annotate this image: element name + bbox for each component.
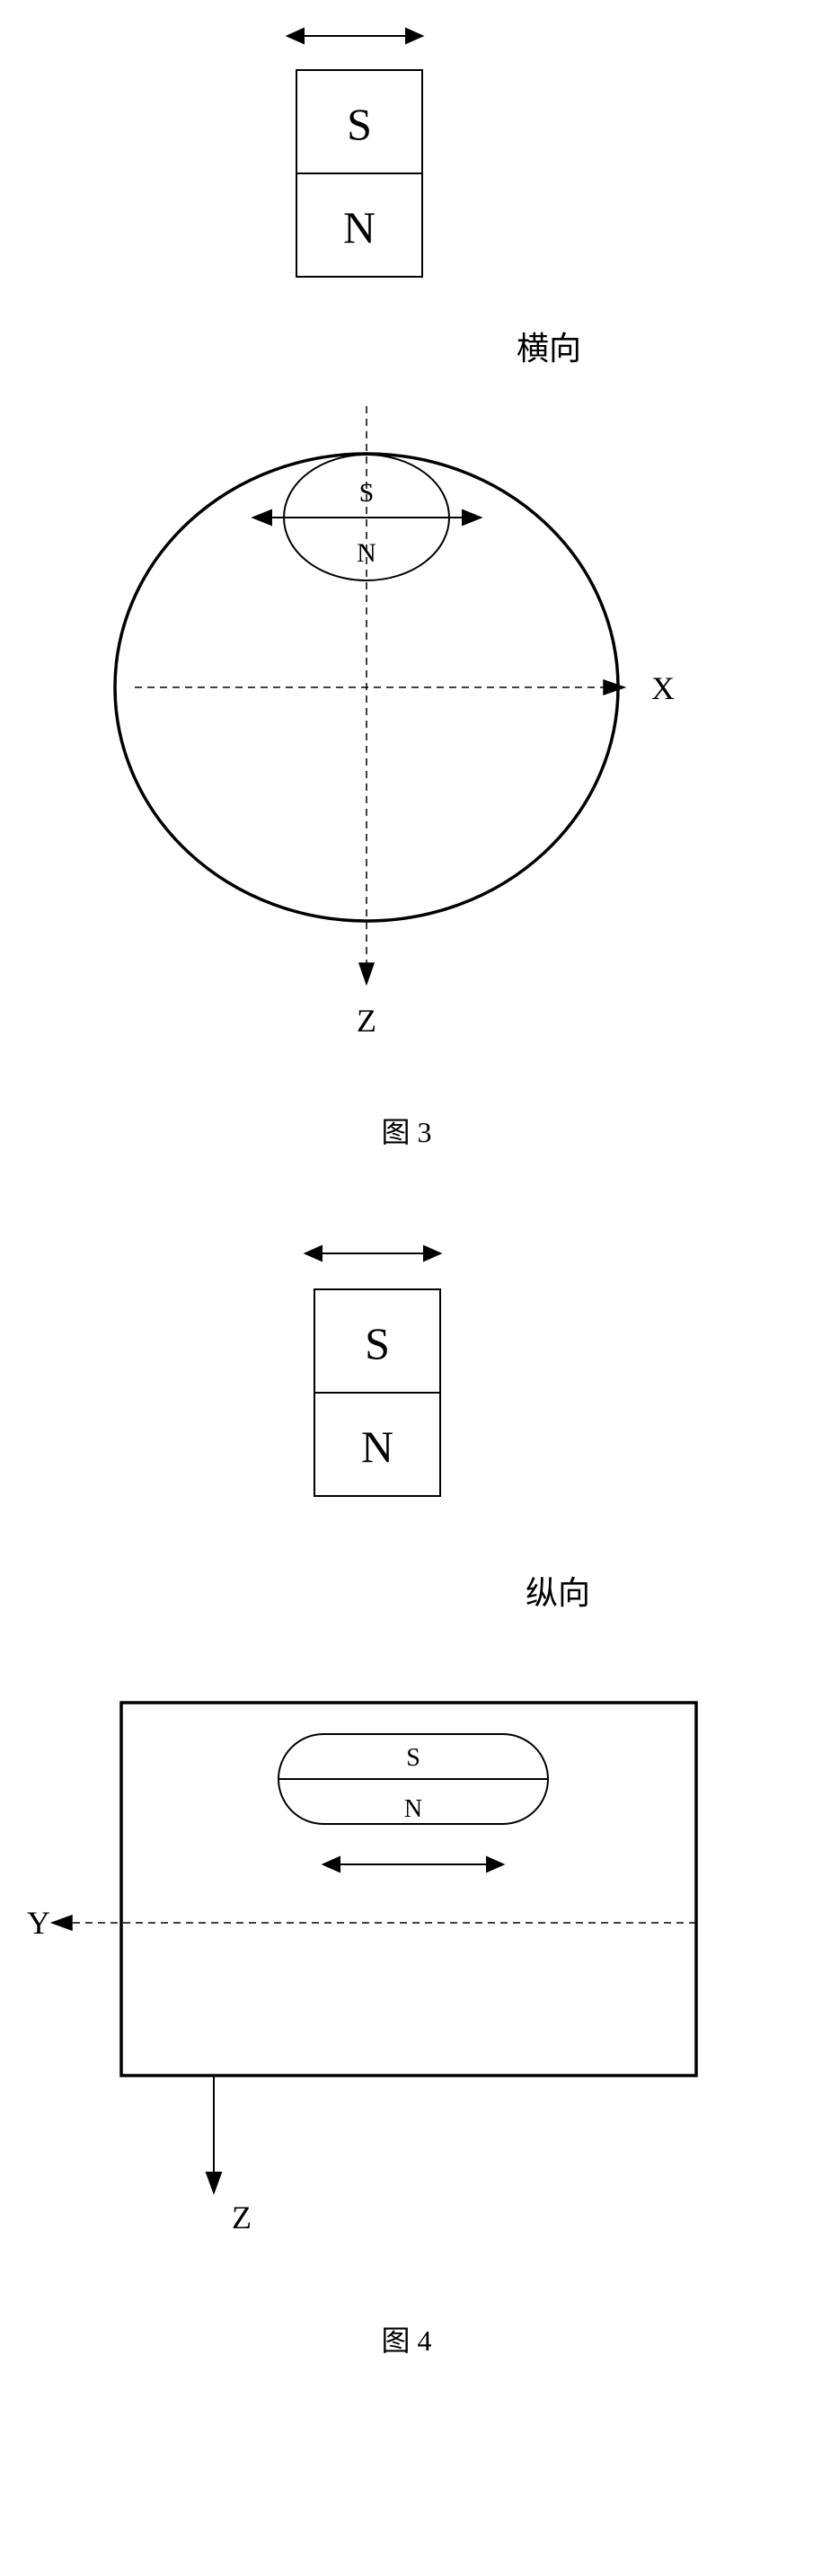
fig4-axis-y-label: Y: [27, 1905, 50, 1941]
fig4-caption: 图 4: [0, 2318, 813, 2359]
fig4-pill-S: S: [406, 1744, 420, 1772]
fig4-pill-N: N: [404, 1795, 422, 1823]
fig4-magnet-S: S: [365, 1318, 390, 1368]
fig3-top-arrow: [287, 29, 422, 43]
fig4-axis-y: [52, 1916, 696, 1930]
fig3-magnet-S: S: [347, 99, 372, 149]
fig3-axis-x-label: X: [651, 670, 675, 706]
fig4-axis-z-label: Z: [232, 2200, 252, 2235]
fig3-side-label: 横向: [517, 331, 581, 367]
fig4-pill-arrow: [323, 1857, 503, 1872]
fig3-small-N: N: [357, 538, 376, 568]
fig3-axis-x: [135, 680, 624, 695]
fig4-top-arrow: [305, 1246, 440, 1261]
fig3-small-S: S: [359, 478, 375, 508]
fig3-magnet-N: N: [343, 202, 376, 252]
fig4-axis-z: [207, 2076, 221, 2192]
fig3-caption: 图 3: [0, 1110, 813, 1151]
fig3-svg: S N 横向 Z X S N: [0, 0, 813, 1168]
fig4-side-label: 纵向: [526, 1575, 590, 1611]
fig3-axis-z-label: Z: [357, 1003, 376, 1039]
page: S N 横向 Z X S N 图 3: [0, 0, 813, 2576]
fig4-magnet-N: N: [361, 1421, 393, 1472]
